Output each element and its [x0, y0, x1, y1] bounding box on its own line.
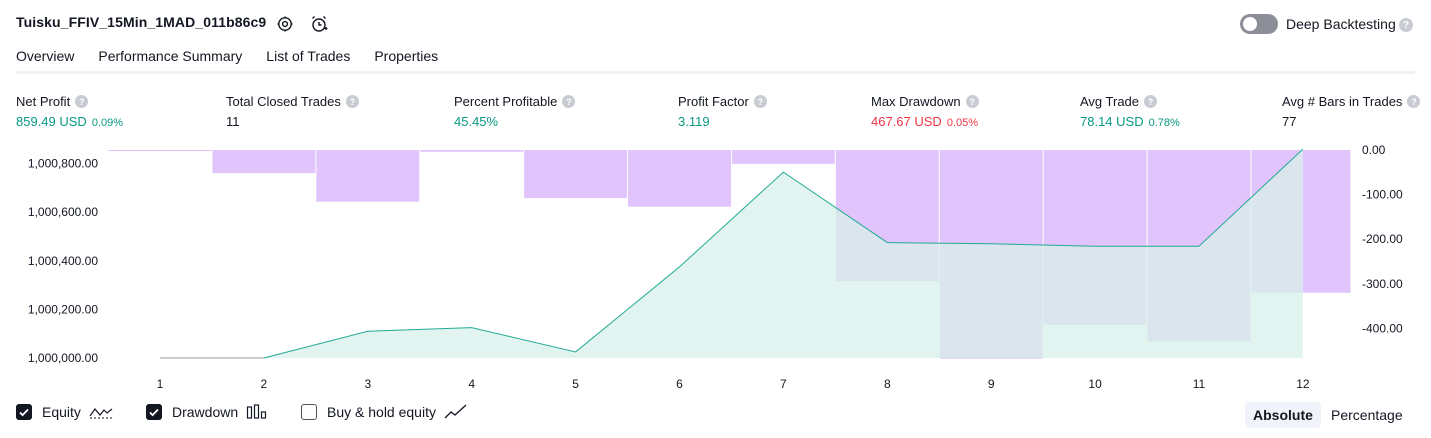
buy-hold-checkbox[interactable] [301, 404, 317, 420]
equity-line [160, 148, 1304, 359]
absolute-toggle[interactable]: Absolute [1245, 402, 1321, 428]
stat-value: 3.119 [678, 114, 710, 129]
strategy-title: Tuisku_FFIV_15Min_1MAD_011b86c9 [16, 14, 267, 30]
info-icon[interactable]: ? [753, 95, 767, 108]
drawdown-bar [316, 150, 420, 202]
stat-percent: 0.09% [91, 117, 124, 129]
right-axis-tick: -300.00 [1362, 277, 1403, 291]
toggle-knob [1243, 17, 1257, 31]
legend-drawdown[interactable]: Drawdown [146, 404, 268, 420]
equity-line-icon [89, 408, 113, 419]
drawdown-checkbox[interactable] [146, 404, 162, 420]
stat-percent-profitable: Percent Profitable? 45.45% [454, 94, 576, 129]
stat-label: Profit Factor [678, 94, 749, 109]
stat-label: Avg # Bars in Trades [1282, 94, 1403, 109]
equity-area [160, 149, 1303, 358]
stat-value: 45.45% [454, 114, 499, 129]
tab-overview[interactable]: Overview [16, 48, 75, 74]
stat-label: Max Drawdown [871, 94, 961, 109]
info-icon[interactable]: ? [1144, 95, 1158, 108]
stat-label: Net Profit [16, 94, 71, 109]
stat-value: 78.14 USD [1080, 114, 1144, 129]
deep-backtesting-label: Deep Backtesting [1286, 16, 1396, 32]
bars-icon [247, 404, 267, 419]
help-icon[interactable]: ? [1399, 18, 1413, 32]
stat-net-profit: Net Profit? 859.49 USD 0.09% [16, 94, 123, 129]
x-axis-tick: 10 [1088, 377, 1102, 391]
info-icon[interactable]: ? [345, 95, 359, 108]
stat-value: 467.67 USD [871, 114, 942, 129]
stat-avg-trade: Avg Trade? 78.14 USD 0.78% [1080, 94, 1180, 129]
stat-label: Avg Trade [1080, 94, 1140, 109]
drawdown-bar [731, 150, 835, 164]
left-axis-tick: 1,000,000.00 [28, 351, 98, 365]
add-alarm-icon[interactable] [309, 14, 329, 34]
stat-label: Percent Profitable [454, 94, 558, 109]
right-axis-tick: -100.00 [1362, 188, 1403, 202]
x-axis-tick: 12 [1296, 377, 1310, 391]
x-axis-tick: 9 [988, 377, 995, 391]
stat-label: Total Closed Trades [226, 94, 341, 109]
tab-list-of-trades[interactable]: List of Trades [266, 48, 351, 64]
equity-drawdown-chart[interactable]: 1,000,800.00 1,000,600.00 1,000,400.00 1,00… [0, 140, 1431, 395]
stat-max-drawdown: Max Drawdown? 467.67 USD 0.05% [871, 94, 979, 129]
drawdown-bar [628, 150, 731, 207]
stat-value: 859.49 USD [16, 114, 87, 129]
info-icon[interactable]: ? [75, 95, 89, 108]
legend-buy-hold[interactable]: Buy & hold equity [301, 404, 468, 420]
equity-checkbox[interactable] [16, 404, 32, 420]
x-axis-tick: 5 [572, 377, 579, 391]
info-icon[interactable]: ? [1407, 95, 1421, 108]
equity-label: Equity [42, 404, 81, 420]
left-axis-tick: 1,000,200.00 [28, 302, 98, 316]
stat-percent: 0.05% [946, 117, 979, 129]
stat-value: 77 [1282, 114, 1297, 129]
tab-performance-summary[interactable]: Performance Summary [98, 48, 243, 64]
trend-line-icon [444, 404, 467, 419]
drawdown-bar [524, 150, 628, 199]
buy-hold-label: Buy & hold equity [327, 404, 436, 420]
left-axis-tick: 1,000,400.00 [28, 254, 98, 268]
info-icon[interactable]: ? [562, 95, 576, 108]
stat-percent: 0.78% [1148, 117, 1180, 129]
legend-equity[interactable]: Equity [16, 404, 113, 420]
x-axis-tick: 7 [780, 377, 787, 391]
drawdown-bar [108, 150, 212, 151]
x-axis-tick: 2 [261, 377, 268, 391]
percentage-toggle[interactable]: Percentage [1331, 407, 1403, 423]
drawdown-bar [212, 150, 316, 174]
x-axis-tick: 6 [676, 377, 683, 391]
tab-bar: Overview Performance Summary List of Tra… [16, 48, 439, 74]
right-axis-tick: -200.00 [1362, 232, 1403, 246]
x-axis-tick: 4 [468, 377, 475, 391]
drawdown-bar [420, 150, 524, 152]
left-axis-tick: 1,000,600.00 [28, 205, 98, 219]
tab-properties[interactable]: Properties [374, 48, 439, 64]
stat-total-closed-trades: Total Closed Trades? 11 [226, 94, 359, 129]
left-axis-tick: 1,000,800.00 [28, 157, 98, 171]
stat-value: 11 [226, 114, 240, 129]
gear-icon[interactable] [275, 14, 295, 34]
stat-avg-bars: Avg # Bars in Trades? 77 [1282, 94, 1421, 129]
drawdown-label: Drawdown [172, 404, 239, 420]
tab-divider [16, 71, 1415, 74]
x-axis-tick: 1 [157, 377, 164, 391]
x-axis-tick: 3 [364, 377, 371, 391]
right-axis-tick: 0.00 [1362, 143, 1386, 157]
stat-profit-factor: Profit Factor? 3.119 [678, 94, 767, 129]
deep-backtesting-toggle[interactable] [1240, 14, 1278, 34]
x-axis-tick: 11 [1193, 377, 1206, 391]
x-axis-tick: 8 [884, 377, 891, 391]
right-axis-tick: -400.00 [1362, 321, 1403, 335]
info-icon[interactable]: ? [965, 95, 979, 108]
